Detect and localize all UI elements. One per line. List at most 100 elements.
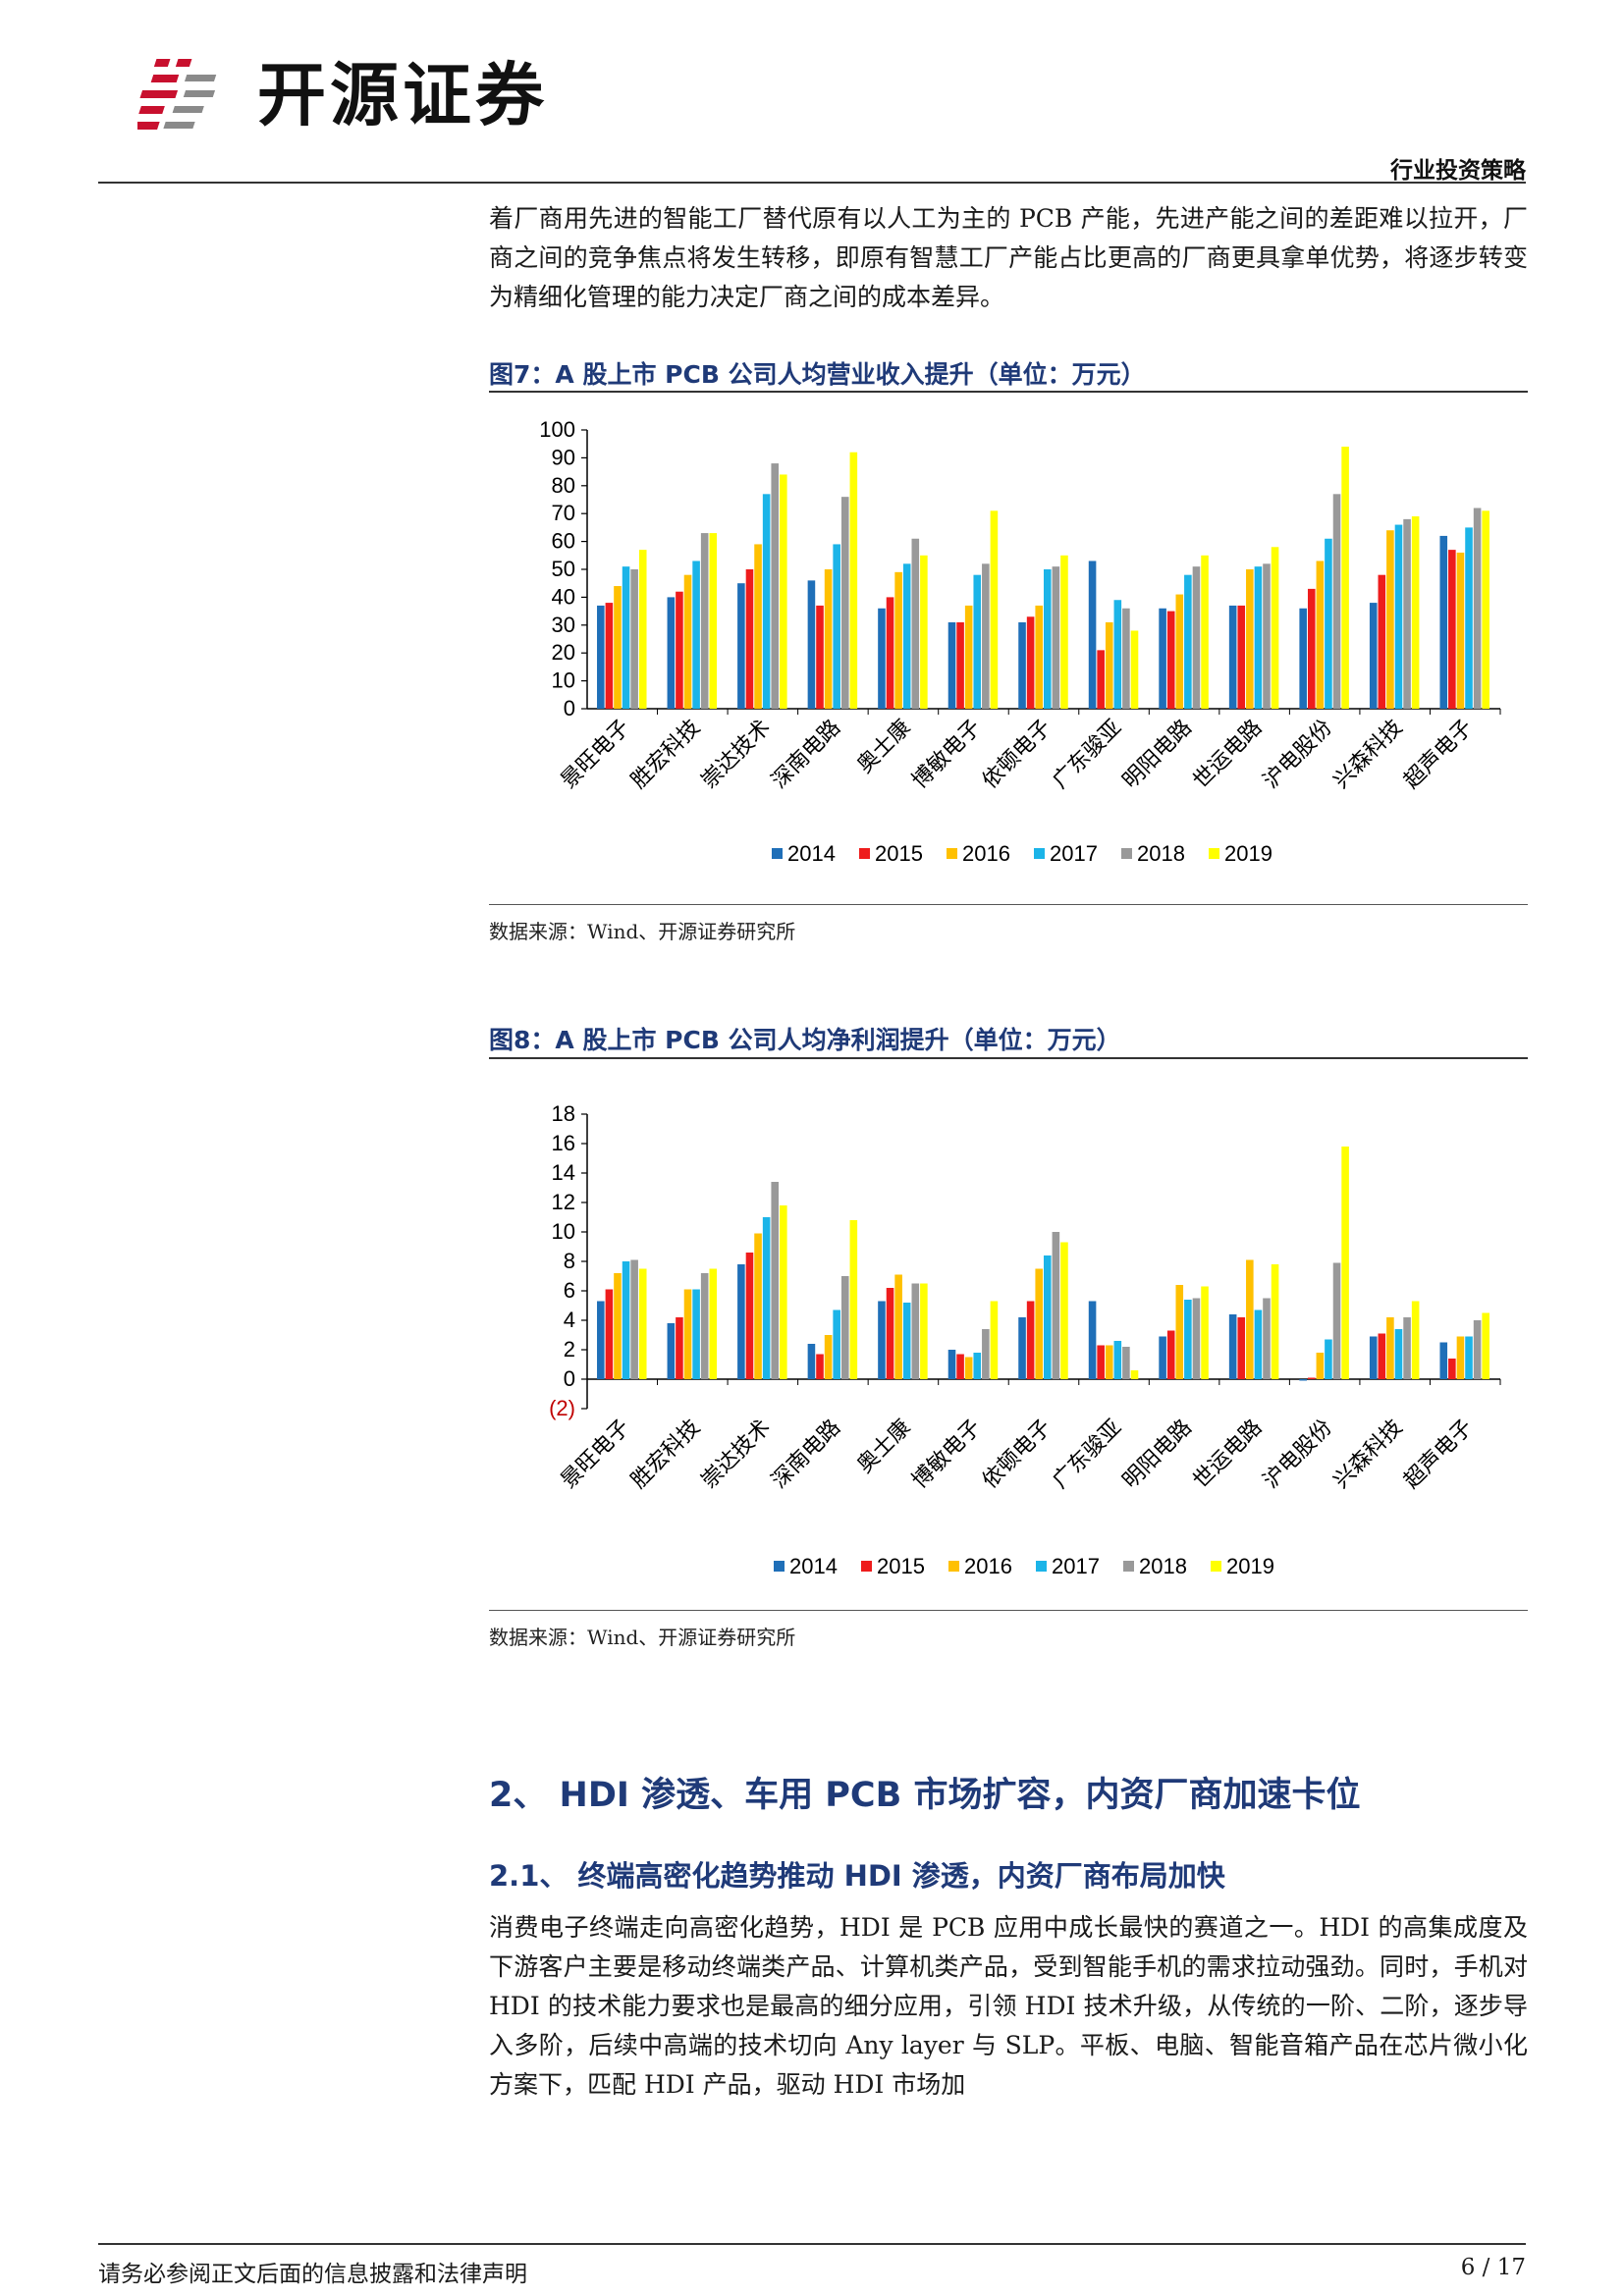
bar-2017-9 <box>1254 1309 1263 1379</box>
bar-2019-5 <box>990 1301 999 1379</box>
figure8-caption-rule <box>489 1057 1528 1059</box>
bar-2018-6 <box>1052 566 1060 709</box>
category-label: 广东骏亚 <box>1048 1415 1126 1494</box>
figure7-bottom-rule <box>489 904 1528 905</box>
category-label: 依顿电子 <box>978 1415 1056 1494</box>
bar-2019-8 <box>1201 1286 1209 1379</box>
y-tick-label: 10 <box>552 1219 575 1244</box>
bar-2019-4 <box>920 555 928 709</box>
legend-swatch-2014 <box>774 1561 785 1572</box>
bar-2017-3 <box>833 1309 840 1379</box>
legend-swatch-2016 <box>948 1561 959 1572</box>
bar-2016-0 <box>614 586 622 709</box>
bar-2014-0 <box>597 1301 605 1379</box>
category-label: 崇达技术 <box>697 1415 776 1494</box>
bar-2018-5 <box>982 1329 990 1379</box>
bar-2016-4 <box>894 1274 902 1379</box>
bar-2014-4 <box>878 1301 886 1379</box>
bar-2018-10 <box>1332 494 1341 709</box>
bar-2019-2 <box>780 1205 787 1379</box>
bar-2015-1 <box>676 591 683 709</box>
bar-2014-6 <box>1018 1317 1026 1379</box>
footer-divider <box>98 2243 1526 2245</box>
bar-2016-10 <box>1316 561 1325 709</box>
bar-2018-12 <box>1473 1320 1482 1379</box>
bar-2015-3 <box>816 605 824 709</box>
bar-2015-12 <box>1448 1359 1456 1379</box>
bar-2016-8 <box>1175 1285 1184 1379</box>
legend-label-2017: 2017 <box>1050 841 1098 866</box>
bar-2015-0 <box>605 1289 614 1379</box>
figure7-caption-rule <box>489 391 1528 393</box>
bar-2019-9 <box>1271 547 1279 709</box>
category-label: 世运电路 <box>1189 1415 1268 1494</box>
y-tick-label: 90 <box>552 445 575 469</box>
bar-2014-11 <box>1369 603 1378 709</box>
bar-2018-5 <box>982 563 990 709</box>
bar-2014-10 <box>1299 1379 1307 1381</box>
legend-swatch-2016 <box>947 848 957 859</box>
bar-2018-7 <box>1122 608 1130 709</box>
bar-2017-4 <box>902 563 911 709</box>
bar-2016-6 <box>1035 605 1043 709</box>
bar-2016-9 <box>1246 1259 1254 1379</box>
bar-2019-6 <box>1060 1242 1068 1379</box>
category-label: 深南电路 <box>767 716 845 794</box>
bar-2017-0 <box>622 566 630 709</box>
bar-2017-8 <box>1184 1300 1192 1379</box>
bar-2015-5 <box>956 621 964 709</box>
bar-2014-1 <box>667 1323 676 1379</box>
bar-2017-11 <box>1394 524 1403 709</box>
y-tick-label: 80 <box>552 473 575 498</box>
y-tick-label: 6 <box>564 1278 575 1303</box>
bar-2019-5 <box>990 510 999 709</box>
bar-2016-7 <box>1105 621 1113 709</box>
section-2-1-paragraph: 消费电子终端走向高密化趋势，HDI 是 PCB 应用中成长最快的赛道之一。HDI… <box>489 1913 1528 2099</box>
legend-label-2016: 2016 <box>962 841 1010 866</box>
bar-2018-12 <box>1473 507 1482 709</box>
category-label: 超声电子 <box>1399 716 1478 794</box>
bar-2018-9 <box>1263 1298 1271 1379</box>
bar-2014-1 <box>667 597 676 709</box>
bar-2019-0 <box>638 1268 647 1379</box>
bar-2014-7 <box>1088 561 1097 709</box>
bar-2016-10 <box>1316 1353 1325 1379</box>
bar-2019-12 <box>1482 1312 1489 1379</box>
bar-2014-4 <box>878 608 886 709</box>
bar-2019-7 <box>1130 630 1139 709</box>
bar-2016-1 <box>683 1289 692 1379</box>
category-label: 博敏电子 <box>907 716 986 794</box>
bar-2018-4 <box>911 538 920 709</box>
bar-2017-10 <box>1325 1339 1332 1379</box>
bar-2015-7 <box>1097 650 1105 709</box>
bar-2016-1 <box>683 574 692 709</box>
bar-2014-2 <box>737 1264 745 1379</box>
bar-2018-0 <box>630 569 638 709</box>
figure8-source: 数据来源：Wind、开源证券研究所 <box>489 1626 796 1649</box>
legend-swatch-2018 <box>1123 1561 1134 1572</box>
bar-2015-5 <box>956 1354 964 1379</box>
bar-2017-5 <box>973 574 982 709</box>
bar-2014-12 <box>1439 1342 1448 1379</box>
category-label: 依顿电子 <box>978 716 1056 794</box>
bar-2015-2 <box>745 569 754 709</box>
bar-2014-9 <box>1228 1314 1237 1379</box>
bar-2019-10 <box>1341 447 1349 709</box>
bar-2016-12 <box>1456 552 1465 709</box>
bar-2017-9 <box>1254 566 1263 709</box>
bar-2019-1 <box>709 533 718 709</box>
bar-2016-12 <box>1456 1336 1465 1379</box>
y-tick-label: 14 <box>552 1160 575 1185</box>
bar-2016-5 <box>964 605 973 709</box>
bar-2018-10 <box>1332 1262 1341 1379</box>
bar-2017-3 <box>833 544 840 709</box>
bar-2019-2 <box>780 474 787 709</box>
bar-2018-1 <box>700 533 709 709</box>
bar-2016-6 <box>1035 1268 1043 1379</box>
legend-label-2017: 2017 <box>1052 1554 1100 1578</box>
bar-2018-9 <box>1263 563 1271 709</box>
bar-2014-12 <box>1439 535 1448 709</box>
bar-2019-6 <box>1060 555 1068 709</box>
